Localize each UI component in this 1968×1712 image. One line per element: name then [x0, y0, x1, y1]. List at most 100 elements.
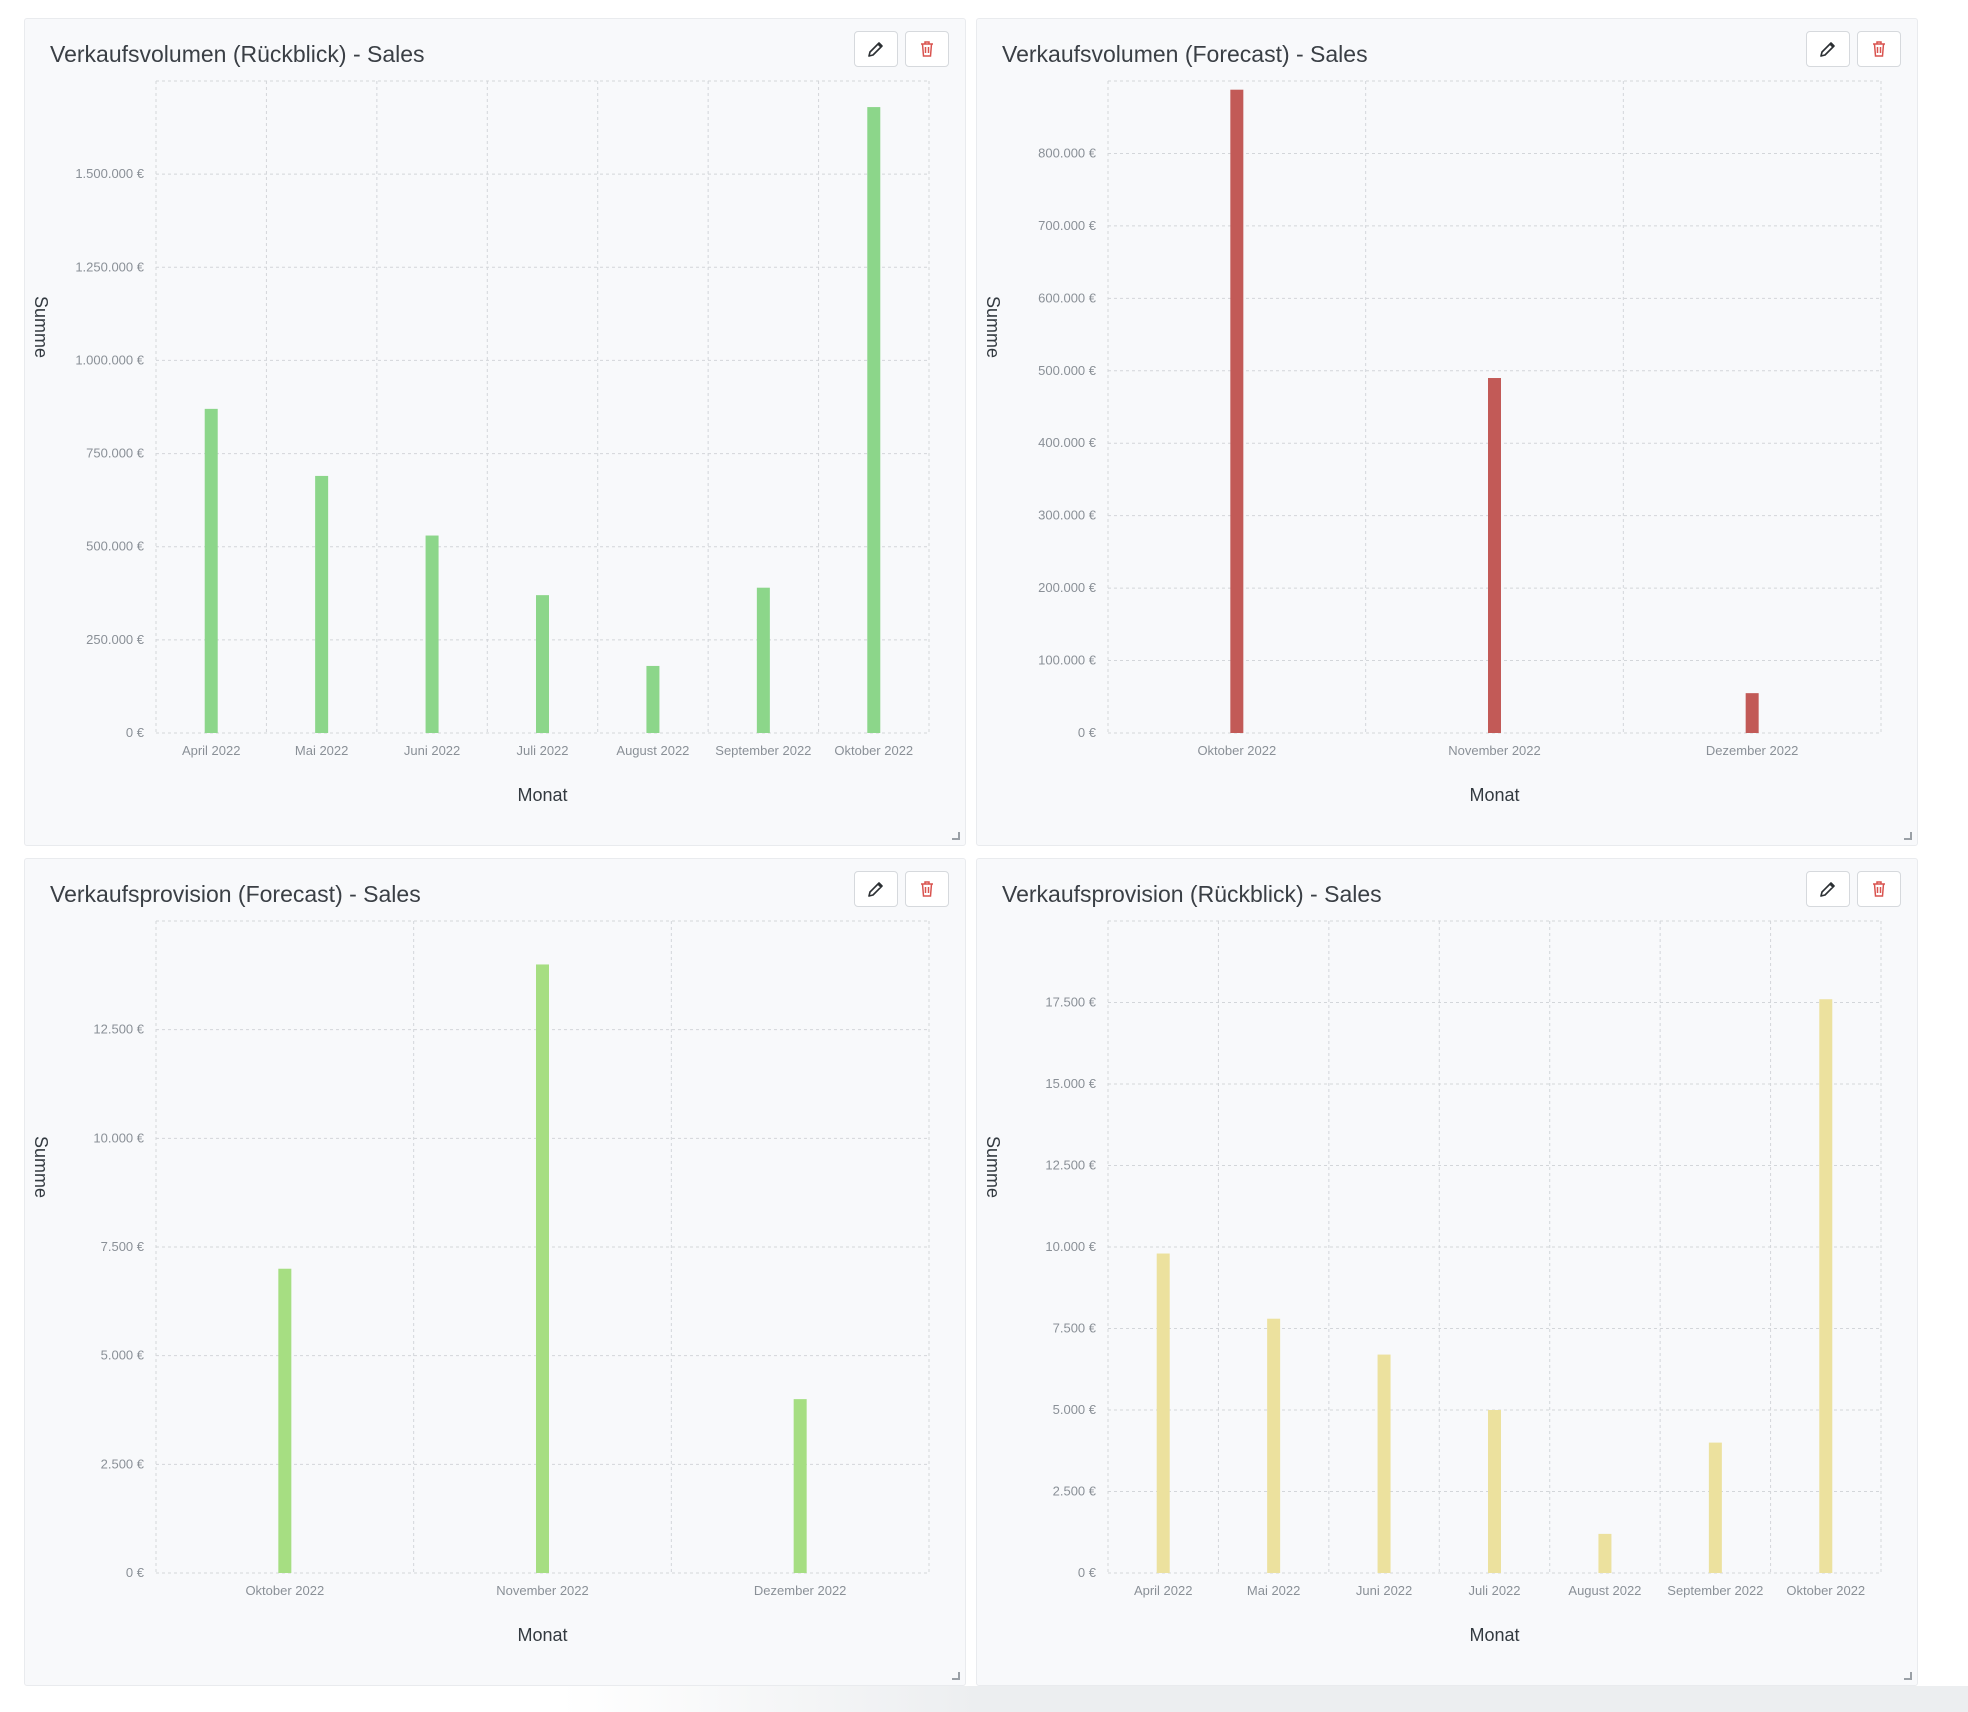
y-tick-label: 300.000 €	[1038, 508, 1097, 523]
y-tick-label: 100.000 €	[1038, 653, 1097, 668]
delete-button[interactable]	[905, 871, 949, 907]
x-tick-label: Oktober 2022	[834, 743, 913, 758]
x-tick-label: April 2022	[1134, 1583, 1193, 1598]
y-tick-label: 600.000 €	[1038, 290, 1097, 305]
x-axis-title: Monat	[1469, 1625, 1519, 1645]
y-tick-label: 0 €	[126, 1565, 145, 1580]
chart-panel-verkaufsprovision-rueckblick: Verkaufsprovision (Rückblick) - Sales 0 …	[976, 858, 1918, 1686]
bar[interactable]	[646, 665, 660, 733]
bar-chart: 0 € 2.500 € 5.000 € 7.500 € 10.000 € 12.500 €…	[983, 920, 1882, 1645]
y-tick-label: 2.500 €	[1053, 1484, 1097, 1499]
x-tick-label: August 2022	[616, 743, 689, 758]
chart-panel-verkaufsvolumen-forecast: Verkaufsvolumen (Forecast) - Sales 0 € 10…	[976, 18, 1918, 846]
y-tick-label: 800.000 €	[1038, 145, 1097, 160]
bar[interactable]	[315, 475, 329, 733]
y-axis-title: Summe	[31, 1136, 51, 1198]
x-tick-label: Juli 2022	[516, 743, 568, 758]
y-tick-label: 7.500 €	[101, 1239, 145, 1254]
x-tick-label: April 2022	[182, 743, 241, 758]
y-tick-label: 10.000 €	[1045, 1239, 1096, 1254]
edit-button[interactable]	[854, 31, 898, 67]
bar[interactable]	[536, 595, 549, 733]
x-tick-label: Mai 2022	[295, 743, 348, 758]
bar[interactable]	[756, 587, 770, 733]
bar[interactable]	[1230, 89, 1244, 733]
x-tick-label: September 2022	[715, 743, 811, 758]
bar[interactable]	[204, 408, 218, 733]
y-tick-label: 0 €	[1078, 1565, 1097, 1580]
bar[interactable]	[867, 107, 881, 733]
edit-button[interactable]	[1806, 31, 1850, 67]
y-tick-label: 5.000 €	[1053, 1402, 1097, 1417]
y-tick-label: 0 €	[126, 725, 145, 740]
y-tick-label: 12.500 €	[1045, 1158, 1096, 1173]
x-tick-label: Oktober 2022	[245, 1583, 324, 1598]
bar-chart: 0 € 250.000 € 500.000 € 750.000 € 1.000.000 …	[31, 80, 930, 805]
y-tick-label: 400.000 €	[1038, 435, 1097, 450]
edit-button[interactable]	[1806, 871, 1850, 907]
x-axis-title: Monat	[1469, 785, 1519, 805]
bar[interactable]	[425, 535, 439, 733]
bar[interactable]	[1156, 1253, 1170, 1573]
x-tick-label: Oktober 2022	[1786, 1583, 1865, 1598]
panel-title: Verkaufsprovision (Forecast) - Sales	[50, 881, 421, 907]
x-tick-label: Mai 2022	[1247, 1583, 1300, 1598]
bar-chart: 0 € 2.500 € 5.000 € 7.500 € 10.000 € 12.500 €…	[31, 920, 930, 1645]
panel-title: Verkaufsvolumen (Rückblick) - Sales	[50, 41, 425, 67]
y-tick-label: 12.500 €	[93, 1022, 144, 1037]
pencil-icon	[1818, 39, 1838, 59]
bar[interactable]	[1745, 693, 1759, 733]
y-tick-label: 200.000 €	[1038, 580, 1097, 595]
y-tick-label: 15.000 €	[1045, 1076, 1096, 1091]
x-axis-title: Monat	[517, 785, 567, 805]
y-tick-label: 17.500 €	[1045, 995, 1096, 1010]
edit-button[interactable]	[854, 871, 898, 907]
y-tick-label: 750.000 €	[86, 446, 145, 461]
bar[interactable]	[1708, 1442, 1722, 1573]
pencil-icon	[866, 39, 886, 59]
x-tick-label: November 2022	[496, 1583, 589, 1598]
resize-handle[interactable]	[1904, 1672, 1912, 1680]
y-tick-label: 250.000 €	[86, 632, 145, 647]
bar[interactable]	[1377, 1354, 1391, 1573]
y-tick-label: 500.000 €	[1038, 363, 1097, 378]
bar[interactable]	[1267, 1318, 1281, 1573]
bar[interactable]	[1819, 999, 1833, 1573]
bottom-shadow	[560, 1686, 1968, 1712]
bar[interactable]	[1488, 378, 1501, 733]
trash-icon	[917, 879, 937, 899]
bar[interactable]	[793, 1399, 807, 1573]
resize-handle[interactable]	[952, 1672, 960, 1680]
y-axis-title: Summe	[983, 296, 1003, 358]
trash-icon	[1869, 879, 1889, 899]
chart-panel-verkaufsvolumen-rueckblick: Verkaufsvolumen (Rückblick) - Sales 0 € 2…	[24, 18, 966, 846]
y-tick-label: 5.000 €	[101, 1348, 145, 1363]
y-axis-title: Summe	[983, 1136, 1003, 1198]
resize-handle[interactable]	[1904, 832, 1912, 840]
panel-title: Verkaufsvolumen (Forecast) - Sales	[1002, 41, 1368, 67]
x-tick-label: Juni 2022	[1356, 1583, 1412, 1598]
panel-title: Verkaufsprovision (Rückblick) - Sales	[1002, 881, 1382, 907]
delete-button[interactable]	[1857, 31, 1901, 67]
y-tick-label: 0 €	[1078, 725, 1097, 740]
trash-icon	[917, 39, 937, 59]
bar[interactable]	[1488, 1410, 1501, 1573]
delete-button[interactable]	[1857, 871, 1901, 907]
delete-button[interactable]	[905, 31, 949, 67]
x-axis-title: Monat	[517, 1625, 567, 1645]
x-tick-label: Oktober 2022	[1197, 743, 1276, 758]
y-tick-label: 10.000 €	[93, 1130, 144, 1145]
y-tick-label: 7.500 €	[1053, 1321, 1097, 1336]
bar[interactable]	[278, 1268, 292, 1573]
pencil-icon	[1818, 879, 1838, 899]
x-tick-label: November 2022	[1448, 743, 1541, 758]
resize-handle[interactable]	[952, 832, 960, 840]
x-tick-label: Juli 2022	[1468, 1583, 1520, 1598]
y-tick-label: 700.000 €	[1038, 218, 1097, 233]
bar[interactable]	[1598, 1533, 1612, 1573]
y-axis-title: Summe	[31, 296, 51, 358]
x-tick-label: Juni 2022	[404, 743, 460, 758]
bar[interactable]	[536, 964, 549, 1573]
y-tick-label: 1.500.000 €	[75, 166, 144, 181]
chart-panel-verkaufsprovision-forecast: Verkaufsprovision (Forecast) - Sales 0 €…	[24, 858, 966, 1686]
